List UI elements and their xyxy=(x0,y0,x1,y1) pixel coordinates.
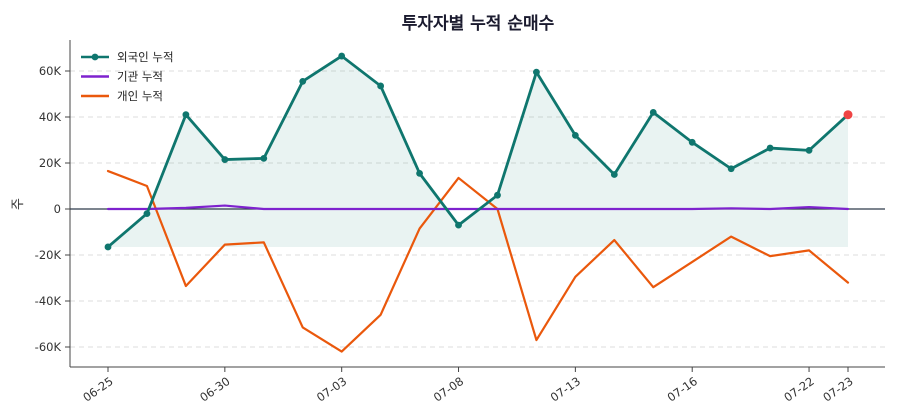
data-point xyxy=(416,169,423,177)
y-tick-label: -40K xyxy=(35,294,62,308)
x-tick-label: 06-25 xyxy=(80,374,115,405)
foreign-area-fill xyxy=(108,56,848,247)
y-tick-label: -60K xyxy=(35,340,62,354)
data-point xyxy=(338,52,346,60)
data-point xyxy=(571,132,579,139)
data-point xyxy=(104,243,112,251)
fill-layer xyxy=(108,56,848,247)
chart-title: 투자자별 누적 순매수 xyxy=(402,14,555,34)
y-tick-label: -20K xyxy=(35,248,62,262)
y-tick-label: 40K xyxy=(39,110,62,124)
legend-label: 기관 누적 xyxy=(117,70,163,84)
x-tick-label: 07-16 xyxy=(665,374,700,405)
y-tick-label: 60K xyxy=(39,64,62,78)
data-point xyxy=(377,82,385,90)
y-tick-label: 0 xyxy=(54,202,61,216)
grid-layer xyxy=(70,70,885,348)
data-point xyxy=(455,221,462,229)
series-layer xyxy=(104,52,853,353)
x-tick-label: 07-03 xyxy=(314,374,349,405)
data-point xyxy=(649,109,657,116)
y-tick-label: 20K xyxy=(39,156,62,170)
y-ticks: 60K 40K 20K 0 -20K -40K -60K xyxy=(35,64,70,354)
last-point-marker xyxy=(843,110,853,120)
x-tick-label: 07-08 xyxy=(431,374,466,405)
y-axis-label: 주 xyxy=(11,198,26,210)
x-tick-label: 07-13 xyxy=(548,374,583,405)
series-line-0 xyxy=(106,54,850,249)
x-ticks: 06-25 06-30 07-03 07-08 07-13 07-16 07-22 07-23 xyxy=(80,367,856,405)
data-point xyxy=(260,155,268,162)
data-point xyxy=(533,68,540,76)
x-tick-label: 07-22 xyxy=(781,374,816,405)
data-point xyxy=(221,156,229,163)
legend-label: 외국인 누적 xyxy=(117,50,174,64)
data-point xyxy=(610,171,618,178)
data-point xyxy=(143,210,151,218)
data-point xyxy=(688,138,696,146)
data-point xyxy=(182,111,190,119)
data-point xyxy=(494,191,501,199)
series-line-2 xyxy=(106,169,850,353)
legend-marker xyxy=(91,53,99,61)
data-point xyxy=(766,144,774,152)
x-tick-label: 06-30 xyxy=(197,374,232,405)
x-tick-label: 07-23 xyxy=(820,374,855,405)
data-point xyxy=(805,146,813,154)
data-point xyxy=(299,77,307,85)
data-point xyxy=(727,165,735,173)
legend-label: 개인 누적 xyxy=(117,89,163,103)
